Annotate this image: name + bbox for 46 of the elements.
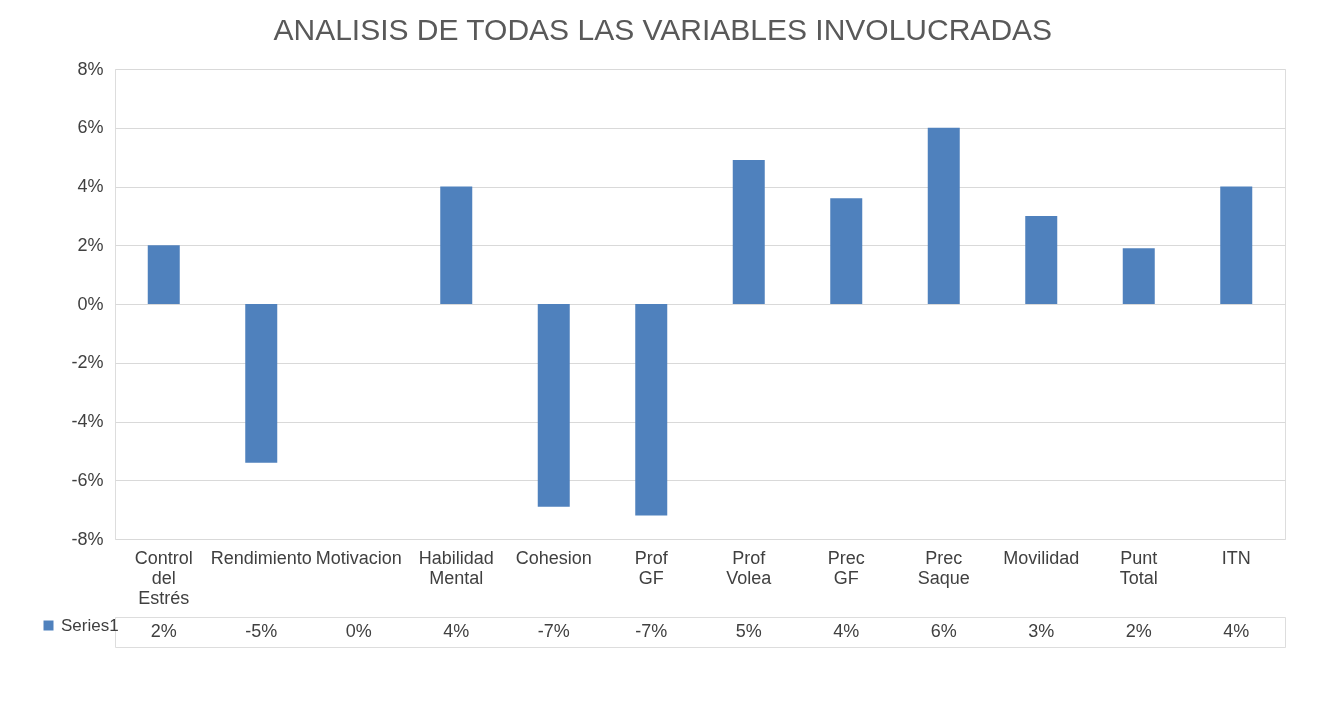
data-label: 4% xyxy=(443,621,470,641)
data-label: 2% xyxy=(150,621,177,641)
chart-title: ANALISIS DE TODAS LAS VARIABLES INVOLUCRADAS xyxy=(273,12,1053,46)
data-label: 4% xyxy=(833,621,860,641)
x-tick-label: Habilidad Mental xyxy=(418,547,494,588)
bar xyxy=(927,127,960,304)
y-tick-label: 6% xyxy=(77,117,104,138)
x-tick-label: Prec Saque xyxy=(917,547,970,588)
data-label: -5% xyxy=(245,621,278,641)
data-label: 5% xyxy=(735,621,762,641)
y-tick-label: -4% xyxy=(71,411,104,431)
bar xyxy=(537,304,570,507)
x-tick-label: Motivacion xyxy=(315,547,402,568)
bar xyxy=(732,160,765,304)
data-label: -7% xyxy=(537,621,570,641)
bar xyxy=(440,186,473,304)
y-tick-label: -2% xyxy=(71,352,104,373)
bar xyxy=(830,198,863,304)
data-label: 6% xyxy=(930,621,957,641)
data-label: 2% xyxy=(1125,621,1152,641)
x-tick-label: ITN xyxy=(1221,547,1251,568)
data-label: 0% xyxy=(345,621,372,641)
bar xyxy=(1122,248,1155,304)
data-label: -7% xyxy=(635,621,668,641)
y-tick-label: 0% xyxy=(77,293,104,314)
legend-label: Series1 xyxy=(61,615,119,635)
x-tick-label: Movilidad xyxy=(1003,547,1080,568)
y-tick-label: -8% xyxy=(71,528,104,549)
x-tick-label: Cohesion xyxy=(515,547,592,568)
y-tick-label: 4% xyxy=(77,176,104,196)
bar xyxy=(147,245,180,304)
bar xyxy=(245,304,278,463)
x-tick-label: Punt Total xyxy=(1119,547,1158,588)
y-tick-label: -6% xyxy=(71,469,104,490)
x-tick-label: Rendimiento xyxy=(210,547,312,568)
bar xyxy=(1220,186,1253,304)
data-label: 4% xyxy=(1223,621,1250,641)
x-tick-label: Control del Estrés xyxy=(134,547,193,608)
y-tick-label: 2% xyxy=(77,234,104,255)
y-tick-label: 8% xyxy=(77,58,104,79)
x-tick-label: Prof GF xyxy=(634,547,669,588)
x-tick-label: Prof Volea xyxy=(726,547,773,588)
bar xyxy=(635,304,668,516)
bar xyxy=(1025,215,1058,304)
x-tick-label: Prec GF xyxy=(827,547,865,588)
data-label: 3% xyxy=(1028,621,1055,641)
